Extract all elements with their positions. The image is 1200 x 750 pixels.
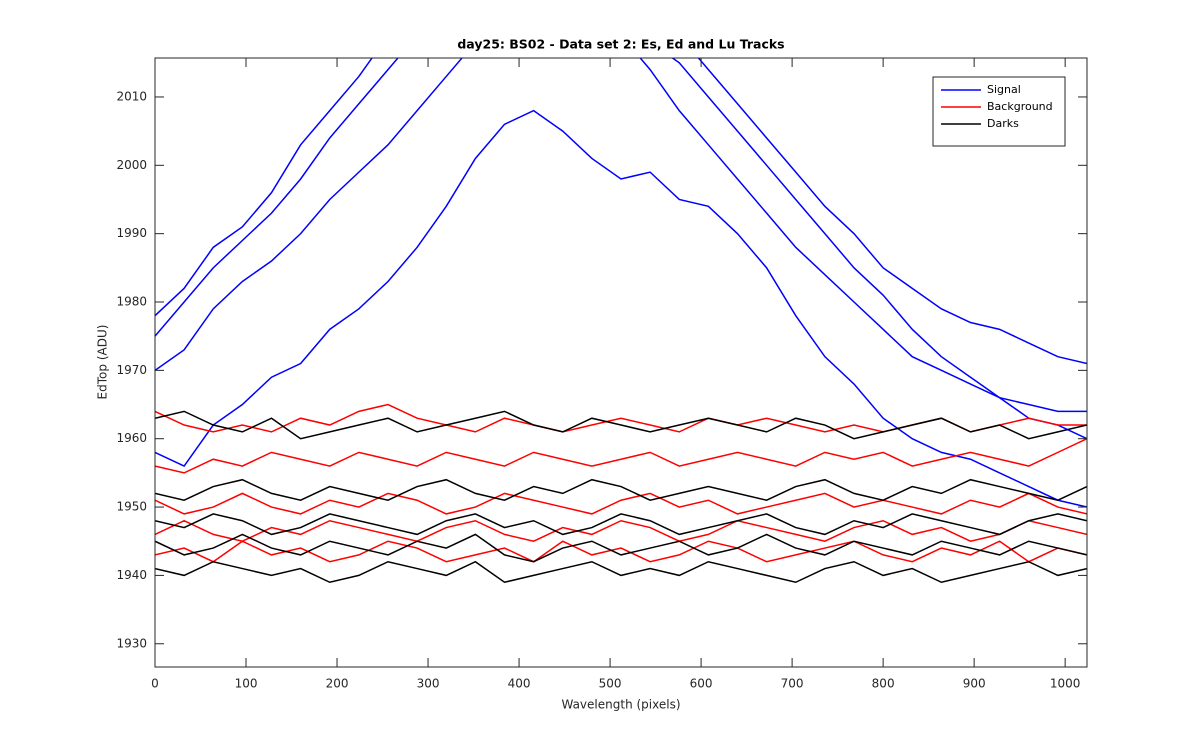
x-tick-label: 600 <box>690 677 713 691</box>
legend-label: Background <box>987 100 1053 113</box>
lines <box>155 58 1087 584</box>
data-line <box>155 478 1087 502</box>
data-line <box>155 533 1087 563</box>
legend-label: Signal <box>987 83 1021 96</box>
data-line <box>155 109 1087 508</box>
data-line <box>155 560 1087 584</box>
chart-title: day25: BS02 - Data set 2: Es, Ed and Lu … <box>457 37 784 52</box>
axes-box <box>154 57 1088 668</box>
x-axis-label: Wavelength (pixels) <box>561 698 680 712</box>
x-tick-label: 700 <box>781 677 804 691</box>
data-line <box>155 410 1087 440</box>
legend-box <box>932 76 1066 147</box>
x-tick-label: 300 <box>417 677 440 691</box>
data-line <box>155 58 1087 365</box>
x-tick-label: 1000 <box>1050 677 1081 691</box>
y-tick-label: 1950 <box>116 500 147 514</box>
y-tick-label: 1960 <box>116 431 147 445</box>
x-tick-label: 800 <box>872 677 895 691</box>
data-line <box>155 513 1087 536</box>
y-tick-label: 1980 <box>116 295 147 309</box>
plot-area <box>155 58 1087 667</box>
x-tick-label: 200 <box>326 677 349 691</box>
x-tick-label: 100 <box>235 677 258 691</box>
y-tick-label: 2010 <box>116 89 147 103</box>
y-axis-label: EdTop (ADU) <box>96 325 110 400</box>
data-line <box>155 58 1087 440</box>
x-tick-label: 900 <box>963 677 986 691</box>
x-tick-label: 500 <box>599 677 622 691</box>
data-line <box>155 492 1087 515</box>
legend-label: Darks <box>987 117 1019 130</box>
x-tick-label: 400 <box>508 677 531 691</box>
data-line <box>155 58 1087 413</box>
data-line <box>155 438 1087 474</box>
y-tick-label: 1990 <box>116 226 147 240</box>
data-line <box>155 540 1087 563</box>
x-tick-label: 0 <box>151 677 159 691</box>
data-line <box>155 519 1087 543</box>
y-tick-label: 2000 <box>116 158 147 172</box>
y-tick-label: 1930 <box>116 636 147 650</box>
y-tick-label: 1970 <box>116 363 147 377</box>
y-tick-label: 1940 <box>116 568 147 582</box>
